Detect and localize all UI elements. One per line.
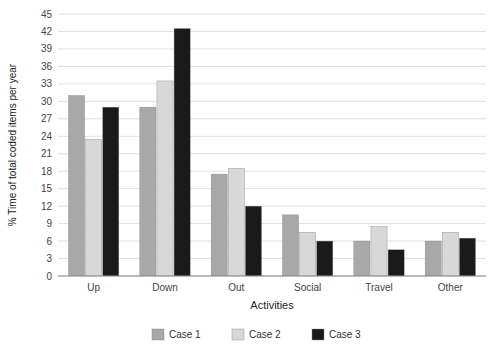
grid-line (58, 48, 486, 49)
bar (68, 96, 84, 276)
grid-line (58, 258, 486, 259)
y-tick-label: 33 (41, 78, 53, 89)
y-tick-label: 36 (41, 61, 53, 72)
legend: Case 1 Case 2 Case 3 (152, 329, 361, 340)
legend-label: Case 1 (169, 329, 201, 340)
y-tick-label: 39 (41, 43, 53, 54)
bars (68, 29, 475, 276)
grid-line (58, 83, 486, 84)
grid-line (58, 118, 486, 119)
legend-swatch (232, 329, 244, 340)
x-tick-label: Out (228, 282, 244, 293)
bar (354, 241, 370, 276)
y-tick-label: 45 (41, 9, 53, 20)
chart: 0369121518212427303336394245UpDownOutSoc… (0, 0, 500, 360)
x-tick-label: Social (294, 282, 321, 293)
grid-line (58, 153, 486, 154)
y-axis-label: % Time of total coded items per year (7, 63, 18, 226)
x-tick-label: Up (87, 282, 100, 293)
bar (388, 250, 404, 276)
bar (245, 206, 261, 276)
grid-line (58, 136, 486, 137)
grid (58, 14, 486, 276)
bar (425, 241, 441, 276)
y-tick-label: 6 (46, 236, 52, 247)
bar (228, 168, 244, 276)
bar (157, 81, 173, 276)
y-tick-label: 0 (46, 271, 52, 282)
grid-line (58, 14, 486, 15)
grid-line (58, 206, 486, 207)
bar (86, 139, 102, 276)
bar (459, 238, 475, 276)
legend-swatch (152, 329, 164, 340)
grid-line (58, 241, 486, 242)
grid-line (58, 66, 486, 67)
y-tick-label: 15 (41, 183, 53, 194)
bar (282, 215, 298, 276)
y-tick-label: 24 (41, 131, 53, 142)
grid-line (58, 101, 486, 102)
grid-line (58, 31, 486, 32)
y-tick-label: 12 (41, 201, 53, 212)
bar (103, 107, 119, 276)
grid-line (58, 276, 486, 277)
legend-label: Case 2 (249, 329, 281, 340)
legend-swatch (312, 329, 324, 340)
y-tick-label: 18 (41, 166, 53, 177)
x-tick-label: Down (152, 282, 178, 293)
bar (442, 232, 458, 276)
y-tick-label: 9 (46, 218, 52, 229)
y-tick-label: 30 (41, 96, 53, 107)
bar (211, 174, 227, 276)
grid-line (58, 188, 486, 189)
x-tick-label: Travel (365, 282, 392, 293)
legend-label: Case 3 (329, 329, 361, 340)
bar (140, 107, 156, 276)
x-axis-label: Activities (250, 299, 294, 311)
grid-line (58, 171, 486, 172)
y-tick-label: 3 (46, 253, 52, 264)
x-axis-line (58, 276, 486, 277)
grid-line (58, 223, 486, 224)
bar (371, 227, 387, 276)
y-tick-label: 42 (41, 26, 53, 37)
bar (174, 29, 190, 276)
y-tick-label: 27 (41, 113, 53, 124)
bar (317, 241, 333, 276)
x-tick-label: Other (438, 282, 464, 293)
bar (300, 232, 316, 276)
y-tick-label: 21 (41, 148, 53, 159)
